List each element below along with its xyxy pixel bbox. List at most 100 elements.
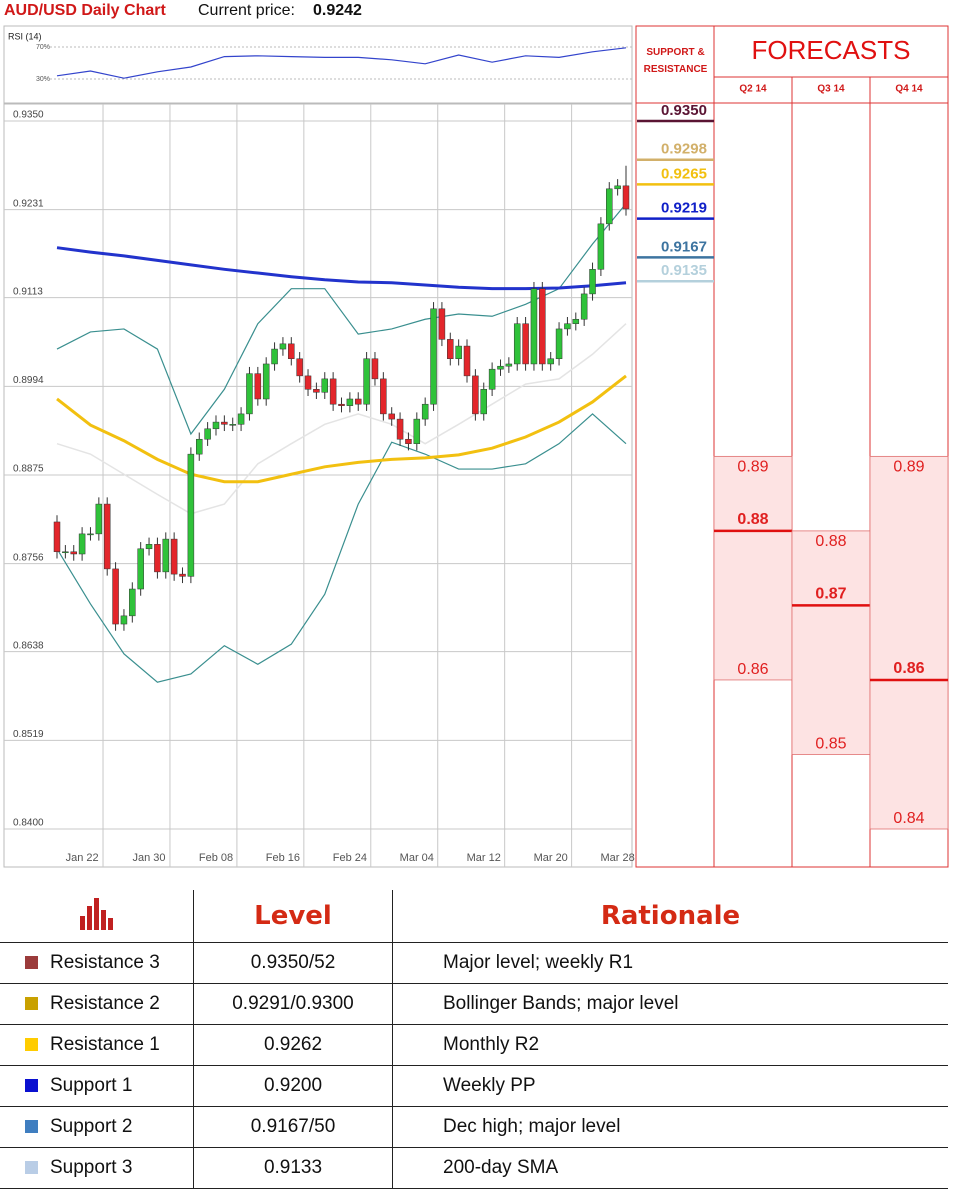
candle-body: [196, 438, 203, 455]
y-tick-label: 0.8756: [13, 552, 44, 563]
price: 0.9242: [313, 2, 362, 19]
column-header: Level: [193, 890, 393, 943]
candle-body: [555, 328, 563, 359]
candle-body: [179, 573, 186, 577]
cell-text: 0.9262: [263, 1034, 323, 1055]
candle-body: [589, 269, 596, 295]
bar-icon: [79, 897, 113, 930]
candle-body: [154, 544, 161, 573]
table-cell: Support 2: [0, 1106, 194, 1148]
sr-title: SUPPORT & RESISTANCE: [643, 47, 708, 75]
x-tick-label: Feb 08: [199, 852, 233, 864]
table-row: Support 1 0.9200 Weekly PP: [0, 1065, 948, 1107]
candle-body: [421, 403, 429, 420]
x-tick-label: Mar 20: [534, 852, 568, 864]
cell-text: Weekly PP: [443, 1075, 536, 1096]
forecast-low: 0.85: [815, 736, 846, 753]
price-label: Current price:: [198, 2, 295, 19]
candle-body: [371, 358, 379, 380]
price-panel: [3, 103, 633, 868]
candle-body: [447, 339, 454, 359]
table-cell: Major level; weekly R1: [392, 942, 948, 984]
candle-body: [497, 365, 504, 370]
table-cell: Bollinger Bands; major level: [392, 983, 948, 1025]
table-row: Support 3 0.9133 200-day SMA: [0, 1147, 948, 1189]
y-tick-label: 0.8638: [13, 640, 44, 651]
table-row: Resistance 3 0.9350/52 Major level; weekly…: [0, 942, 948, 984]
candle-body: [522, 323, 529, 365]
candle-body: [530, 288, 538, 365]
swatch: [25, 1079, 38, 1092]
rsi-tick-label: 30%: [36, 76, 50, 83]
table-cell: Resistance 1: [0, 1024, 194, 1066]
candle-body: [87, 533, 94, 536]
table-cell: 0.9262: [193, 1024, 393, 1066]
table-cell: Monthly R2: [392, 1024, 948, 1066]
rsi-tick-label: 70%: [36, 44, 50, 51]
candle-body: [622, 185, 630, 210]
y-tick-label: 0.9350: [13, 110, 44, 121]
candle-body: [271, 348, 278, 365]
candle-body: [580, 293, 588, 320]
table-cell: Resistance 2: [0, 983, 194, 1025]
forecast-range: [713, 455, 793, 681]
forecast-mid-label: 0.88: [737, 511, 768, 528]
x-tick-label: Mar 04: [400, 852, 434, 864]
candle-body: [62, 551, 69, 554]
forecast-high: 0.89: [737, 459, 768, 476]
table-cell: Dec high; major level: [392, 1106, 948, 1148]
overlay-line: [56, 323, 627, 515]
candle-body: [488, 368, 496, 390]
candle-body: [455, 345, 462, 359]
table-cell: 200-day SMA: [392, 1147, 948, 1189]
candle-body: [246, 373, 253, 415]
cell-text: Dec high; major level: [443, 1116, 621, 1137]
candle-body: [405, 438, 412, 444]
table-cell: 0.9133: [193, 1147, 393, 1189]
table-row: Resistance 2 0.9291/0.9300 Bollinger Bands…: [0, 983, 948, 1025]
candle-body: [204, 428, 211, 440]
x-tick-label: Feb 16: [266, 852, 300, 864]
forecast-range: [791, 530, 871, 755]
candle-body: [279, 343, 287, 350]
table-row: Support 2 0.9167/50 Dec high; major level: [0, 1106, 948, 1148]
candle-body: [187, 453, 195, 577]
candle-body: [95, 503, 103, 535]
swatch: [25, 997, 38, 1010]
candle-body: [212, 421, 220, 430]
candle-body: [572, 318, 580, 324]
candle-body: [304, 375, 312, 390]
candle-body: [53, 521, 61, 553]
period-label: Q3 14: [817, 84, 845, 95]
candle-body: [129, 588, 136, 617]
title: AUD/USD Daily Chart: [4, 2, 166, 19]
forecast-high: 0.89: [893, 459, 924, 476]
column-header: Rationale: [392, 890, 948, 943]
icon-cell: [0, 890, 194, 943]
forecast-low: 0.84: [893, 810, 924, 827]
candle-body: [472, 375, 479, 415]
table-cell: 0.9291/0.9300: [193, 983, 393, 1025]
forecast-mid-label: 0.87: [815, 586, 846, 603]
level-label: 0.9135: [661, 262, 707, 279]
cell-text: Monthly R2: [443, 1034, 540, 1055]
candle-body: [513, 323, 521, 365]
candle-body: [313, 389, 320, 393]
candle-body: [606, 188, 613, 225]
candle-body: [430, 308, 437, 405]
candle-body: [70, 551, 77, 555]
cell-text: 0.9200: [263, 1075, 323, 1096]
table-row: Resistance 1 0.9262 Monthly R2: [0, 1024, 948, 1066]
cell-text: Support 2: [50, 1116, 133, 1137]
candle-body: [162, 538, 170, 573]
cell-text: Support 1: [50, 1075, 133, 1096]
rsi-line: [56, 47, 627, 79]
candle-body: [597, 223, 605, 270]
candle-body: [380, 378, 387, 415]
swatch: [25, 1120, 38, 1133]
levels-table: Level Rationale Resistance 3 0.9350/52 Maj…: [0, 890, 948, 1189]
candle-body: [388, 413, 395, 420]
level-label: 0.9350: [661, 102, 707, 119]
table-cell: Resistance 3: [0, 942, 194, 984]
